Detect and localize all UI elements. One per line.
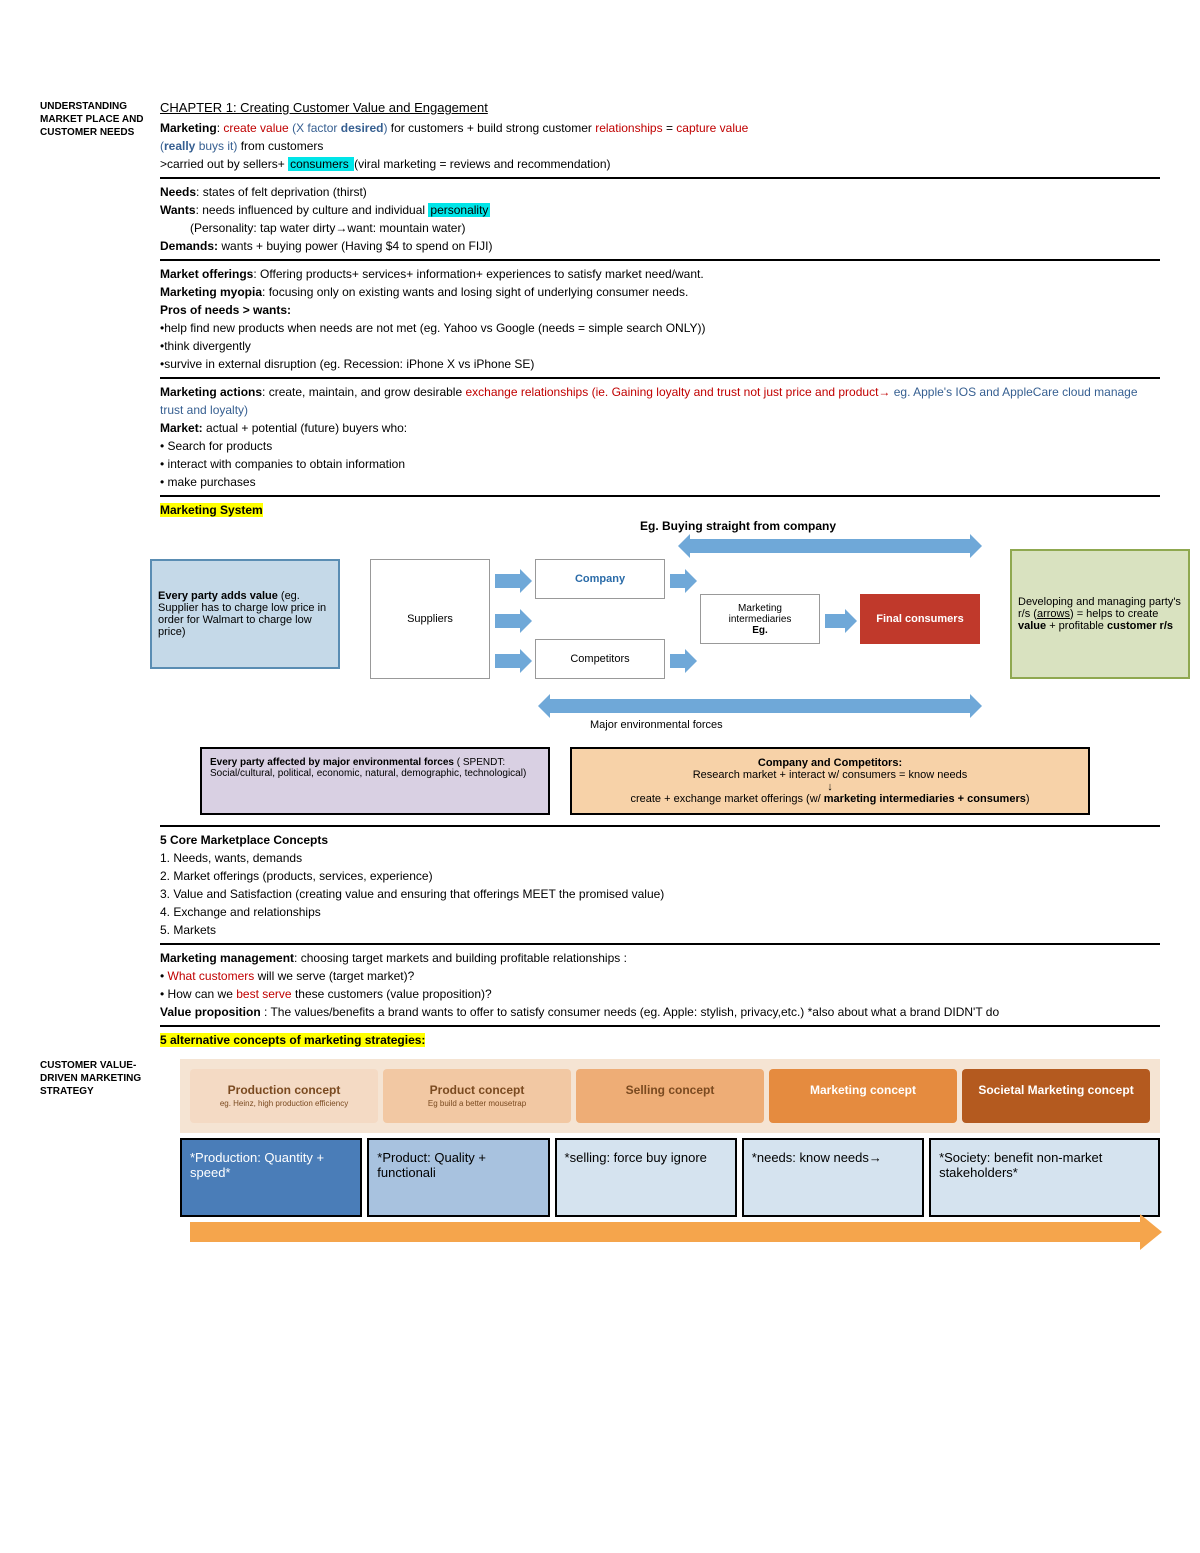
concept-product: Product conceptEg build a better mousetr… <box>383 1069 571 1123</box>
concept-societal: Societal Marketing concept <box>962 1069 1150 1123</box>
arrow-icon <box>670 654 685 668</box>
def-product: *Product: Quality + functionali <box>367 1138 549 1217</box>
line-market: Market: actual + potential (future) buye… <box>160 419 1160 437</box>
arrow-icon <box>495 574 520 588</box>
def-society: *Society: benefit non-market stakeholder… <box>929 1138 1160 1217</box>
line-wants2: (Personality: tap water dirty→want: moun… <box>190 219 1160 237</box>
m1: • Search for products <box>160 437 1160 455</box>
concept-production: Production concepteg. Heinz, high produc… <box>190 1069 378 1123</box>
mef-label: Major environmental forces <box>590 719 723 731</box>
alt5-heading: 5 alternative concepts of marketing stra… <box>160 1031 1160 1049</box>
chapter-title: CHAPTER 1: Creating Customer Value and E… <box>160 100 1160 115</box>
below-diagram-notes: Every party affected by major environmen… <box>200 747 1160 815</box>
m3: • make purchases <box>160 473 1160 491</box>
note-orange: Company and Competitors: Research market… <box>570 747 1090 815</box>
mm-line: Marketing management: choosing target ma… <box>160 949 1160 967</box>
line-wants: Wants: needs influenced by culture and i… <box>160 201 1160 219</box>
vp-line: Value proposition : The values/benefits … <box>160 1003 1160 1021</box>
big-arrow-icon <box>190 1222 1140 1242</box>
node-company: Company <box>535 559 665 599</box>
node-suppliers: Suppliers <box>370 559 490 679</box>
document-page: UNDERSTANDING MARKET PLACE AND CUSTOMER … <box>0 0 1200 1282</box>
side-label-1: UNDERSTANDING MARKET PLACE AND CUSTOMER … <box>40 100 150 139</box>
arrow-both-icon <box>550 699 970 713</box>
concept-selling: Selling concept <box>576 1069 764 1123</box>
defs-row: *Production: Quantity + speed* *Product:… <box>180 1138 1160 1217</box>
node-final-consumers: Final consumers <box>860 594 980 644</box>
left-margin: UNDERSTANDING MARKET PLACE AND CUSTOMER … <box>40 100 160 1242</box>
concept-marketing: Marketing concept <box>769 1069 957 1123</box>
divider <box>160 1025 1160 1027</box>
line-marketing-2: (really buys it) from customers <box>160 137 1160 155</box>
core1: 1. Needs, wants, demands <box>160 849 1160 867</box>
line-marketing: Marketing: create value (X factor desire… <box>160 119 1160 137</box>
line-myopia: Marketing myopia: focusing only on exist… <box>160 283 1160 301</box>
core5: 5. Markets <box>160 921 1160 939</box>
m2: • interact with companies to obtain info… <box>160 455 1160 473</box>
divider <box>160 825 1160 827</box>
mm2: • How can we best serve these customers … <box>160 985 1160 1003</box>
divider <box>160 943 1160 945</box>
divider <box>160 377 1160 379</box>
line-ma: Marketing actions: create, maintain, and… <box>160 383 1160 419</box>
note-green: Developing and managing party's r/s (arr… <box>1010 549 1190 679</box>
pro2: •think divergently <box>160 337 1160 355</box>
core2: 2. Market offerings (products, services,… <box>160 867 1160 885</box>
arrow-icon <box>825 614 845 628</box>
pro3: •survive in external disruption (eg. Rec… <box>160 355 1160 373</box>
divider <box>160 495 1160 497</box>
eg-buying-label: Eg. Buying straight from company <box>640 519 836 533</box>
core4: 4. Exchange and relationships <box>160 903 1160 921</box>
line-carried: >carried out by sellers+ consumers (vira… <box>160 155 1160 173</box>
node-intermediaries: Marketing intermediariesEg. <box>700 594 820 644</box>
line-demands: Demands: wants + buying power (Having $4… <box>160 237 1160 255</box>
line-needs: Needs: states of felt deprivation (thirs… <box>160 183 1160 201</box>
divider <box>160 259 1160 261</box>
note-value: Every party adds value (eg. Supplier has… <box>150 559 340 669</box>
marketing-system-diagram: Eg. Buying straight from company Every p… <box>160 519 1160 739</box>
arrow-both-icon <box>690 539 970 553</box>
def-needs: *needs: know needs→ <box>742 1138 924 1217</box>
core3: 3. Value and Satisfaction (creating valu… <box>160 885 1160 903</box>
pro1: •help find new products when needs are n… <box>160 319 1160 337</box>
side-label-2: CUSTOMER VALUE-DRIVEN MARKETING STRATEGY <box>40 1059 150 1098</box>
arrow-icon <box>495 614 520 628</box>
node-competitors: Competitors <box>535 639 665 679</box>
main-content: CHAPTER 1: Creating Customer Value and E… <box>160 100 1160 1242</box>
arrow-icon <box>495 654 520 668</box>
term: Marketing <box>160 121 217 135</box>
def-production: *Production: Quantity + speed* <box>180 1138 362 1217</box>
line-mo: Market offerings: Offering products+ ser… <box>160 265 1160 283</box>
mm1: • What customers will we serve (target m… <box>160 967 1160 985</box>
arrow-icon <box>670 574 685 588</box>
def-selling: *selling: force buy ignore <box>555 1138 737 1217</box>
concepts-row: Production concepteg. Heinz, high produc… <box>180 1059 1160 1133</box>
note-purple: Every party affected by major environmen… <box>200 747 550 815</box>
line-pros: Pros of needs > wants: <box>160 301 1160 319</box>
core-heading: 5 Core Marketplace Concepts <box>160 831 1160 849</box>
marketing-system-heading: Marketing System <box>160 501 1160 519</box>
divider <box>160 177 1160 179</box>
